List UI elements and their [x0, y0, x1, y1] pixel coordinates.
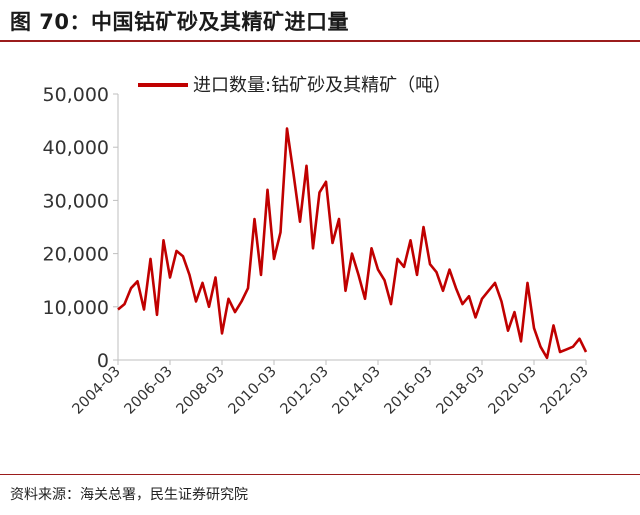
x-tick-label: 2010-03	[226, 364, 280, 418]
x-tick-label: 2008-03	[174, 364, 228, 418]
title-rule	[0, 40, 640, 42]
y-tick-label: 10,000	[43, 297, 109, 319]
x-tick-label: 2020-03	[486, 364, 540, 418]
x-tick-label: 2016-03	[382, 364, 436, 418]
line-chart: 0 10,000 20,000 30,000 40,000 50,000 2004-032…	[43, 75, 592, 418]
plot-area	[117, 127, 588, 360]
y-tick-label: 0	[97, 350, 109, 372]
legend: 进口数量:钴矿砂及其精矿（吨）	[138, 75, 451, 96]
source-note: 资料来源：海关总署，民生证券研究院	[10, 487, 248, 503]
x-tick-label: 2014-03	[330, 364, 384, 418]
x-tick-label: 2022-03	[538, 364, 592, 418]
y-axis: 0 10,000 20,000 30,000 40,000 50,000	[43, 84, 119, 372]
x-tick-label: 2006-03	[122, 364, 176, 418]
y-tick-label: 40,000	[43, 137, 109, 159]
source-rule	[0, 474, 640, 475]
y-tick-label: 20,000	[43, 244, 109, 266]
figure-title: 图 70：中国钴矿砂及其精矿进口量	[10, 10, 350, 34]
x-tick-label: 2018-03	[434, 364, 488, 418]
x-axis: 2004-032006-032008-032010-032012-032014-…	[70, 359, 592, 418]
series-line	[117, 127, 588, 360]
x-tick-label: 2012-03	[278, 364, 332, 418]
legend-label: 进口数量:钴矿砂及其精矿（吨）	[193, 75, 451, 96]
y-tick-label: 30,000	[43, 190, 109, 212]
y-tick-label: 50,000	[43, 84, 109, 106]
